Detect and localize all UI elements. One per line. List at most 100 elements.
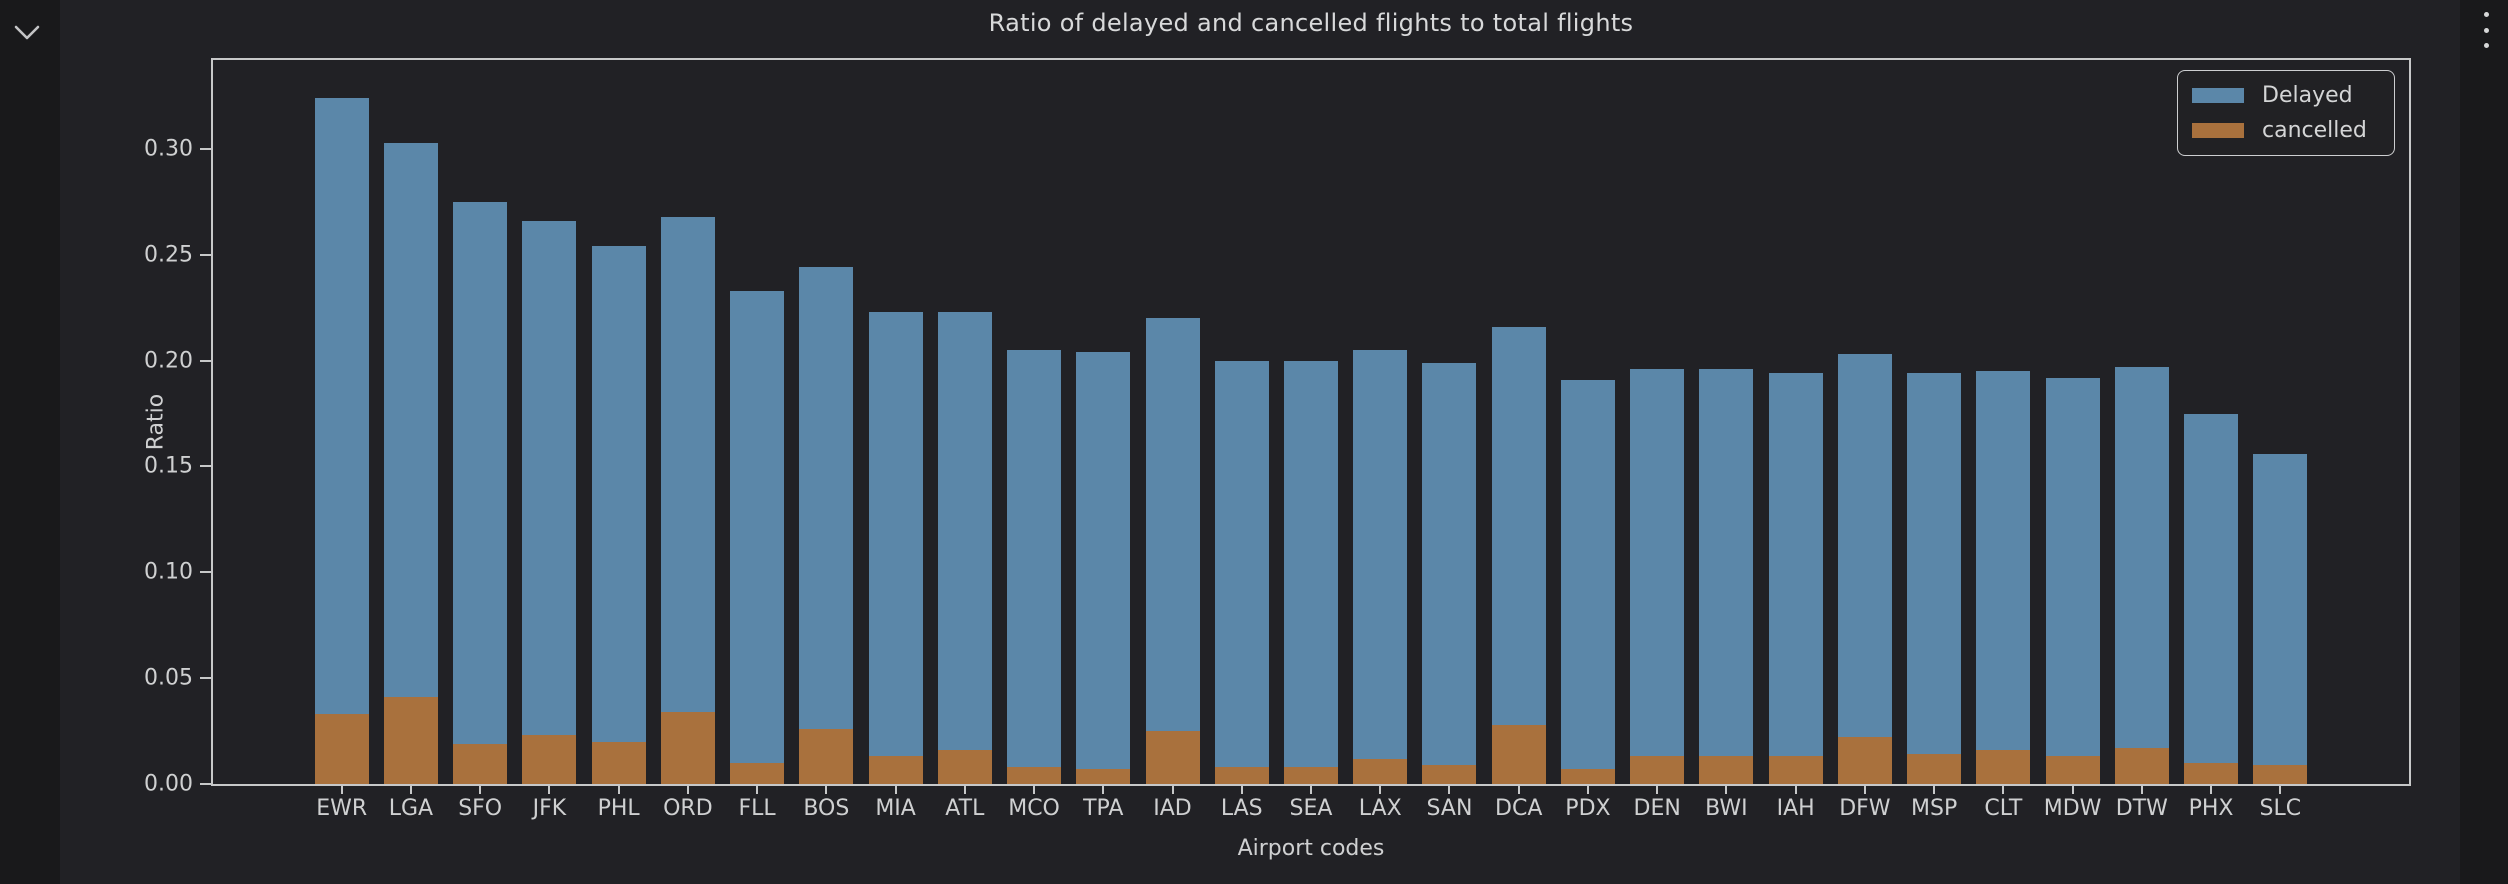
bar-cancelled-SEA <box>1284 767 1338 784</box>
kebab-dot <box>2483 43 2489 48</box>
bar-delayed-BWI <box>1699 369 1754 784</box>
y-tick-label-0.30: 0.30 <box>144 136 193 162</box>
chevron-down-icon[interactable] <box>12 22 42 44</box>
legend-swatch-cancelled-icon <box>2192 123 2244 138</box>
y-tick-mark <box>200 147 211 150</box>
bar-cancelled-PDX <box>1560 769 1615 784</box>
bar-cancelled-IAH <box>1768 756 1823 784</box>
bar-delayed-CLT <box>1976 371 2031 784</box>
x-tick-label-BWI: BWI <box>1705 796 1748 821</box>
x-tick-mark <box>1586 784 1589 794</box>
x-tick-label-MSP: MSP <box>1911 796 1958 821</box>
bar-cancelled-IAD <box>1145 731 1200 784</box>
bar-cancelled-JFK <box>522 735 577 784</box>
bar-cancelled-FLL <box>730 762 785 784</box>
x-tick-mark <box>2002 784 2005 794</box>
bar-delayed-DFW <box>1837 354 1892 784</box>
x-tick-mark <box>409 784 412 794</box>
bar-cancelled-BOS <box>799 728 854 784</box>
x-tick-mark <box>548 784 551 794</box>
x-tick-label-IAD: IAD <box>1153 796 1192 821</box>
x-tick-label-DEN: DEN <box>1633 796 1681 821</box>
bar-delayed-MCO <box>1007 350 1062 784</box>
y-tick-label-0.05: 0.05 <box>144 665 193 691</box>
bar-delayed-DEN <box>1630 369 1685 784</box>
bar-cancelled-DTW <box>2114 748 2169 784</box>
x-tick-mark <box>1240 784 1243 794</box>
kebab-menu-icon[interactable] <box>2479 12 2493 48</box>
bar-delayed-ORD <box>660 216 715 784</box>
bar-delayed-BOS <box>799 267 854 784</box>
bar-cancelled-ATL <box>937 750 992 784</box>
x-tick-label-MDW: MDW <box>2043 796 2102 821</box>
x-tick-mark <box>1725 784 1728 794</box>
y-tick-mark <box>200 359 211 362</box>
x-tick-label-FLL: FLL <box>738 796 776 821</box>
x-tick-mark <box>963 784 966 794</box>
bar-cancelled-PHX <box>2184 762 2239 784</box>
bar-delayed-IAH <box>1768 373 1823 784</box>
x-axis-label: Airport codes <box>1237 836 1385 861</box>
bar-cancelled-LAX <box>1353 758 1408 784</box>
flight-ratio-figure: Ratio of delayed and cancelled flights t… <box>60 0 2460 884</box>
x-tick-mark <box>479 784 482 794</box>
x-tick-label-IAH: IAH <box>1776 796 1815 821</box>
bar-delayed-SFO <box>453 201 508 784</box>
bar-cancelled-MIA <box>868 756 923 784</box>
bar-delayed-PHL <box>591 246 646 784</box>
bar-delayed-PDX <box>1560 379 1615 784</box>
bar-delayed-SAN <box>1422 362 1477 784</box>
legend: Delayed cancelled <box>2177 70 2395 156</box>
x-tick-label-MCO: MCO <box>1008 796 1060 821</box>
x-tick-mark <box>1102 784 1105 794</box>
bar-delayed-DTW <box>2114 366 2169 784</box>
bar-cancelled-LAS <box>1214 767 1269 784</box>
x-tick-mark <box>340 784 343 794</box>
kebab-dot <box>2483 12 2489 17</box>
bar-delayed-MSP <box>1907 373 1962 784</box>
x-tick-mark <box>1171 784 1174 794</box>
bar-delayed-LAS <box>1214 360 1269 784</box>
bar-cancelled-SAN <box>1422 764 1477 784</box>
x-tick-label-EWR: EWR <box>316 796 368 821</box>
x-tick-mark <box>756 784 759 794</box>
bar-cancelled-LGA <box>383 697 438 784</box>
bar-cancelled-BWI <box>1699 756 1754 784</box>
x-tick-mark <box>1794 784 1797 794</box>
bar-delayed-LGA <box>383 142 438 784</box>
y-tick-mark <box>200 465 211 468</box>
legend-entry-delayed: Delayed <box>2192 83 2376 108</box>
bar-cancelled-MCO <box>1007 767 1062 784</box>
legend-label-delayed: Delayed <box>2262 83 2353 108</box>
bar-cancelled-DEN <box>1630 756 1685 784</box>
x-tick-mark <box>1310 784 1312 794</box>
bar-cancelled-TPA <box>1076 769 1131 784</box>
bar-delayed-TPA <box>1076 352 1131 784</box>
legend-swatch-delayed-icon <box>2192 88 2244 103</box>
bar-cancelled-SLC <box>2253 764 2308 784</box>
x-tick-label-LGA: LGA <box>388 796 434 821</box>
x-tick-label-CLT: CLT <box>1984 796 2023 821</box>
x-tick-label-SFO: SFO <box>458 796 503 821</box>
x-tick-label-PHX: PHX <box>2188 796 2234 821</box>
y-tick-label-0.00: 0.00 <box>144 771 193 797</box>
y-tick-label-0.10: 0.10 <box>144 559 193 585</box>
bar-cancelled-MDW <box>2045 756 2100 784</box>
bar-cancelled-ORD <box>660 712 715 784</box>
bar-cancelled-EWR <box>314 714 369 784</box>
x-tick-label-PDX: PDX <box>1565 796 1611 821</box>
x-tick-mark <box>2279 784 2282 794</box>
bar-cancelled-CLT <box>1976 750 2031 784</box>
x-tick-mark <box>1933 784 1936 794</box>
x-tick-label-JFK: JFK <box>532 796 567 821</box>
x-tick-mark <box>1448 784 1451 794</box>
x-tick-mark <box>2140 784 2143 794</box>
x-tick-label-BOS: BOS <box>803 796 850 821</box>
x-tick-mark <box>617 784 620 794</box>
x-tick-mark <box>825 784 828 794</box>
x-tick-mark <box>2210 784 2213 794</box>
x-tick-label-DCA: DCA <box>1495 796 1543 821</box>
x-tick-label-LAS: LAS <box>1220 796 1263 821</box>
x-tick-label-PHL: PHL <box>597 796 640 821</box>
